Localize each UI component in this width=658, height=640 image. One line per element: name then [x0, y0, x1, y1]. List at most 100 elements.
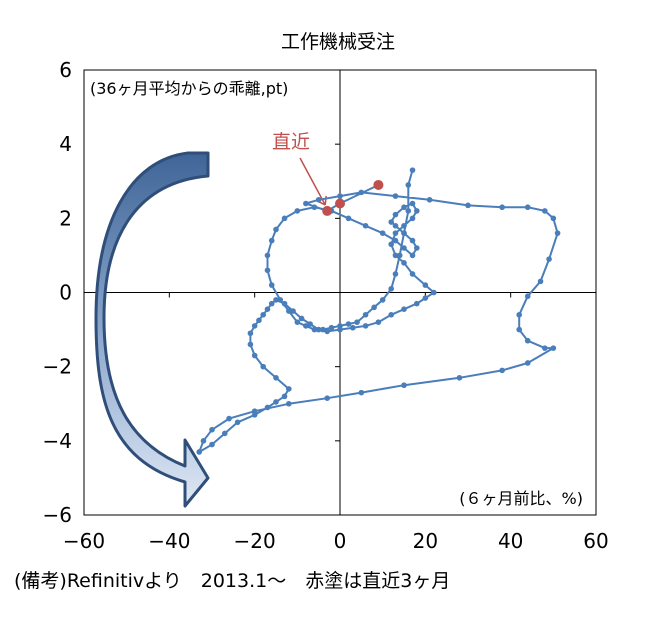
- cycle-arrow: [94, 151, 210, 508]
- data-point: [286, 308, 292, 314]
- data-point: [362, 222, 369, 229]
- data-point: [247, 341, 254, 348]
- data-point: [550, 345, 557, 351]
- data-point: [431, 289, 437, 296]
- data-point: [264, 306, 271, 312]
- data-point: [396, 252, 403, 259]
- y-tick-label: 2: [59, 206, 72, 230]
- data-point: [401, 230, 407, 236]
- x-tick-label: −60: [63, 529, 105, 553]
- data-point: [422, 295, 429, 301]
- data-point: [268, 300, 275, 307]
- recent-data-point: [373, 179, 384, 190]
- data-point: [524, 293, 531, 300]
- data-point: [320, 326, 326, 333]
- data-point: [388, 285, 395, 292]
- x-tick-label: 0: [334, 529, 347, 553]
- data-point: [401, 204, 407, 211]
- x-tick-label: 20: [413, 529, 438, 553]
- data-point: [324, 395, 331, 401]
- data-point: [516, 326, 522, 333]
- data-point: [362, 311, 369, 318]
- data-point: [388, 311, 395, 318]
- data-point: [375, 319, 382, 325]
- data-point: [409, 271, 416, 277]
- data-point: [524, 337, 531, 344]
- data-point: [371, 304, 377, 311]
- data-point: [303, 323, 309, 329]
- y-tick-label: 0: [59, 281, 72, 305]
- data-point: [456, 374, 463, 381]
- data-point: [264, 404, 271, 411]
- data-point: [337, 323, 343, 329]
- data-point: [277, 297, 284, 303]
- data-point: [392, 237, 399, 244]
- xlabel-note: (６ヶ月前比、%): [459, 489, 583, 508]
- data-point: [379, 297, 386, 303]
- data-point: [546, 256, 552, 262]
- data-point: [247, 330, 254, 337]
- data-point: [409, 215, 416, 222]
- data-point: [256, 317, 262, 324]
- data-point: [516, 311, 522, 318]
- data-point: [290, 308, 296, 314]
- data-point: [315, 196, 322, 203]
- data-point: [345, 215, 352, 222]
- data-point: [542, 208, 548, 214]
- data-point: [354, 319, 360, 325]
- data-point: [409, 200, 416, 207]
- data-point: [409, 167, 416, 173]
- data-point: [268, 282, 275, 288]
- recent-data-point: [335, 198, 345, 209]
- data-point: [350, 324, 356, 331]
- data-point: [401, 306, 407, 312]
- x-tick-label: 40: [498, 529, 523, 553]
- chart-title: 工作機械受注: [281, 31, 395, 53]
- data-point: [260, 363, 267, 370]
- data-point: [401, 260, 407, 266]
- data-point: [281, 300, 288, 307]
- data-point: [286, 386, 292, 392]
- data-point: [362, 323, 369, 329]
- data-point: [392, 193, 399, 199]
- data-point: [379, 230, 386, 236]
- data-point: [260, 311, 267, 318]
- data-point: [392, 271, 399, 277]
- data-point: [311, 204, 318, 211]
- data-point: [311, 326, 318, 333]
- data-point: [222, 430, 228, 437]
- data-point: [388, 241, 395, 248]
- data-point: [264, 252, 271, 259]
- data-point: [268, 237, 275, 244]
- y-tick-label: −6: [43, 503, 72, 527]
- data-point: [401, 245, 407, 251]
- data-point: [286, 400, 292, 407]
- annotation-leader: [299, 157, 326, 206]
- data-point: [298, 315, 305, 322]
- data-point: [337, 193, 343, 199]
- data-point: [392, 211, 399, 218]
- data-point: [414, 208, 420, 214]
- y-tick-label: 4: [59, 132, 72, 156]
- chart: 工作機械受注 (36ヶ月平均からの乖離,pt) (６ヶ月前比、%) 直近 −60…: [43, 31, 609, 553]
- data-point: [273, 226, 279, 233]
- data-point: [409, 252, 416, 259]
- data-point: [392, 222, 399, 229]
- data-point: [324, 328, 331, 335]
- data-point: [465, 202, 471, 209]
- data-point: [537, 278, 544, 285]
- data-point: [405, 208, 412, 214]
- cycle-arrow-shape: [94, 151, 210, 508]
- data-point: [294, 208, 301, 214]
- data-point: [401, 382, 407, 389]
- data-point: [414, 300, 420, 307]
- data-point: [388, 219, 395, 225]
- data-point: [392, 230, 399, 236]
- data-point: [251, 323, 258, 329]
- data-point: [315, 326, 322, 333]
- data-point: [328, 324, 335, 331]
- data-point: [524, 204, 531, 211]
- data-point: [405, 182, 412, 188]
- footer-note: (備考)Refinitivより 2013.1～ 赤塗は直近3ヶ月: [14, 570, 451, 592]
